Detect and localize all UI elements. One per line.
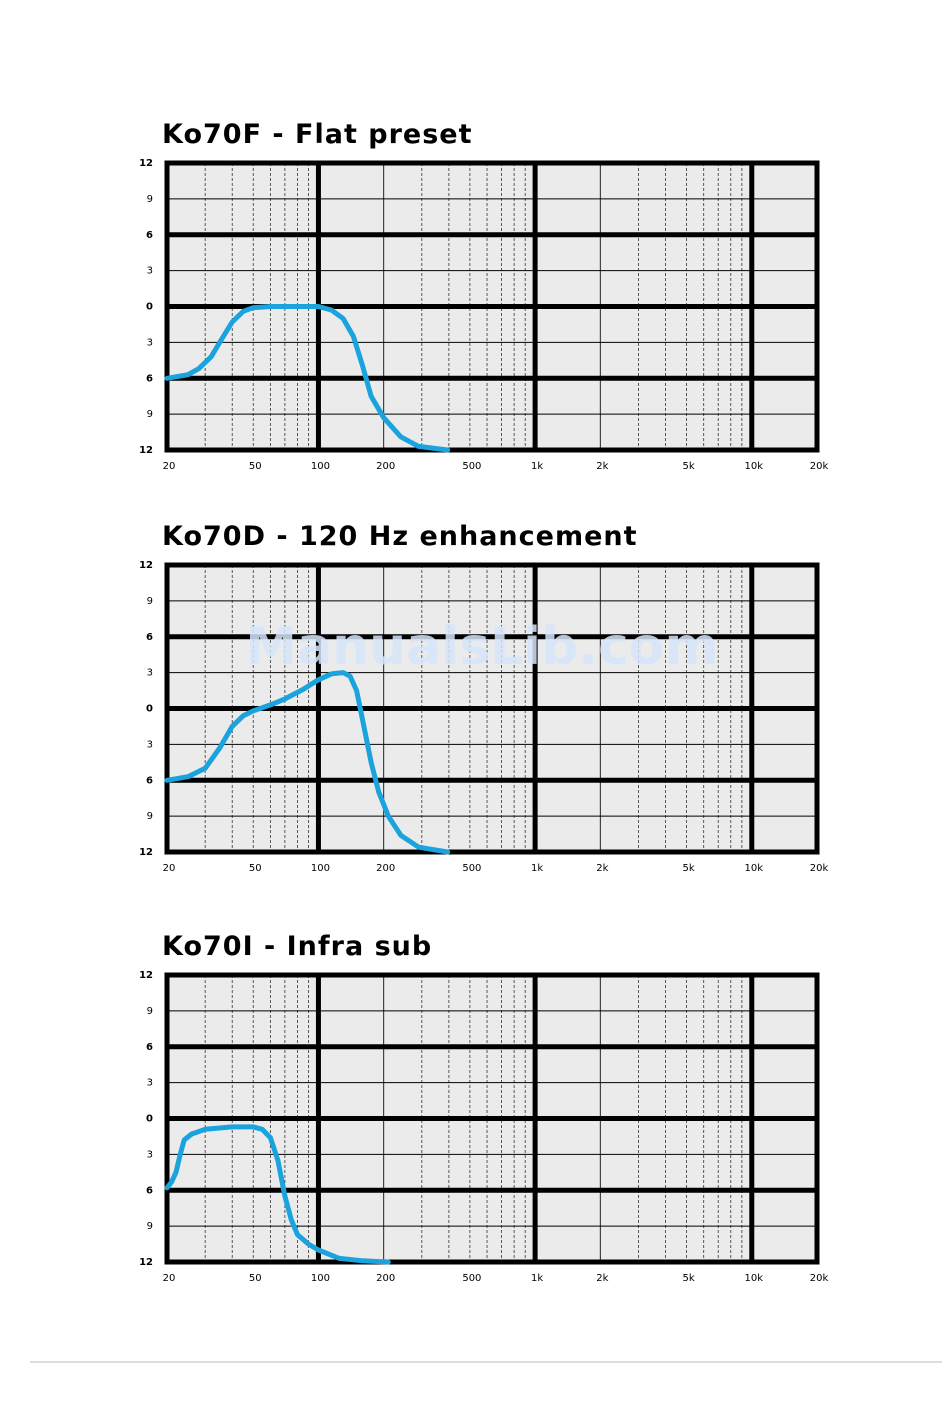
- x-tick-label: 10k: [745, 461, 764, 472]
- y-tick-label: 9: [147, 811, 153, 822]
- x-tick-label: 2k: [596, 461, 608, 472]
- y-tick-label: 9: [147, 194, 153, 205]
- x-tick-label: 2k: [596, 863, 608, 874]
- response-curve: [164, 304, 451, 453]
- y-tick-label: 6: [146, 230, 153, 241]
- y-tick-label: 6: [146, 373, 153, 384]
- x-tick-label: 200: [376, 1273, 395, 1284]
- x-tick-label: 10k: [745, 1273, 764, 1284]
- y-tick-label: 6: [146, 1042, 153, 1053]
- y-tick-label: 12: [139, 1257, 153, 1268]
- y-tick-label: 9: [147, 1221, 153, 1232]
- x-tick-label: 200: [376, 863, 395, 874]
- x-tick-label: 50: [249, 863, 262, 874]
- x-tick-label: 100: [311, 461, 330, 472]
- y-tick-label: 6: [146, 775, 153, 786]
- x-tick-label: 500: [462, 461, 481, 472]
- y-tick-label: 0: [146, 704, 153, 715]
- x-tick-label: 5k: [682, 461, 694, 472]
- watermark: ManualsLib.com: [245, 617, 718, 677]
- x-tick-label: 20k: [810, 461, 829, 472]
- y-tick-label: 3: [147, 1078, 153, 1089]
- y-tick-label: 9: [147, 596, 153, 607]
- x-tick-label: 500: [462, 863, 481, 874]
- x-tick-label: 1k: [531, 1273, 543, 1284]
- x-tick-label: 100: [311, 1273, 330, 1284]
- y-tick-label: 0: [146, 1114, 153, 1125]
- x-tick-label: 10k: [745, 863, 764, 874]
- y-tick-label: 3: [147, 266, 153, 277]
- y-tick-label: 12: [139, 847, 153, 858]
- x-tick-label: 200: [376, 461, 395, 472]
- x-tick-label: 20k: [810, 863, 829, 874]
- x-tick-label: 5k: [682, 1273, 694, 1284]
- x-tick-label: 1k: [531, 863, 543, 874]
- x-tick-label: 50: [249, 1273, 262, 1284]
- y-tick-label: 12: [139, 560, 153, 571]
- x-tick-label: 20: [163, 461, 176, 472]
- y-tick-label: 12: [139, 445, 153, 456]
- y-tick-label: 3: [147, 668, 153, 679]
- response-curve: [164, 1124, 391, 1265]
- x-tick-label: 20k: [810, 1273, 829, 1284]
- y-tick-label: 12: [139, 158, 153, 169]
- y-tick-label: 9: [147, 409, 153, 420]
- x-tick-label: 20: [163, 1273, 176, 1284]
- y-tick-label: 0: [146, 302, 153, 313]
- x-tick-label: 20: [163, 863, 176, 874]
- y-tick-label: 6: [146, 632, 153, 643]
- x-tick-label: 5k: [682, 863, 694, 874]
- x-tick-label: 1k: [531, 461, 543, 472]
- chart-title: Ko70F - Flat preset: [162, 119, 473, 150]
- plot-frame: [164, 160, 820, 453]
- chart-title: Ko70I - Infra sub: [162, 931, 432, 962]
- plot-frame: [164, 562, 820, 855]
- x-tick-label: 500: [462, 1273, 481, 1284]
- y-tick-label: 6: [146, 1185, 153, 1196]
- x-tick-label: 100: [311, 863, 330, 874]
- y-tick-label: 9: [147, 1006, 153, 1017]
- y-tick-label: 12: [139, 970, 153, 981]
- x-tick-label: 2k: [596, 1273, 608, 1284]
- plot-frame: [164, 972, 820, 1265]
- y-tick-label: 3: [147, 1149, 153, 1160]
- x-tick-label: 50: [249, 461, 262, 472]
- chart-title: Ko70D - 120 Hz enhancement: [162, 521, 638, 552]
- y-tick-label: 3: [147, 739, 153, 750]
- y-tick-label: 3: [147, 337, 153, 348]
- response-curve: [164, 670, 451, 855]
